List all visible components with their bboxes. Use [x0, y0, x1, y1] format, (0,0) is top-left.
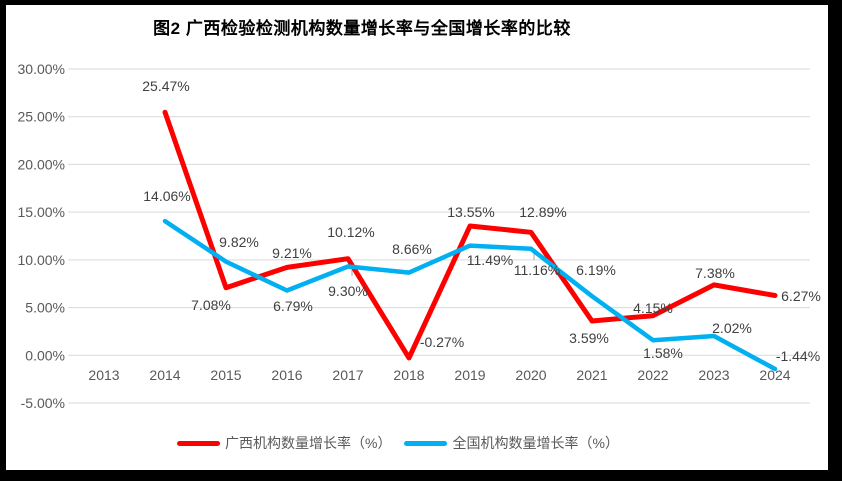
- guangxi-data-label: 7.38%: [695, 265, 735, 281]
- guangxi-series-line: [162, 109, 778, 361]
- national-data-label: 9.30%: [328, 283, 368, 299]
- x-axis-tick-label: 2022: [637, 367, 668, 383]
- y-axis-tick-label: 25.00%: [18, 109, 65, 125]
- x-axis-tick-label: 2021: [576, 367, 607, 383]
- national-data-label: 8.66%: [392, 241, 432, 257]
- guangxi-data-label: 4.15%: [633, 300, 673, 316]
- guangxi-data-label: 9.21%: [272, 245, 312, 261]
- national-data-label: 2.02%: [712, 320, 752, 336]
- national-data-label: 11.16%: [514, 262, 560, 278]
- national-data-label: 6.19%: [576, 262, 616, 278]
- legend: 广西机构数量增长率（%） 全国机构数量增长率（%）: [177, 433, 619, 453]
- guangxi-legend-label: 广西机构数量增长率（%）: [225, 435, 392, 451]
- legend-item-national: 全国机构数量增长率（%）: [404, 433, 619, 453]
- guangxi-data-label: 12.89%: [519, 204, 566, 220]
- guangxi-data-label: 10.12%: [327, 224, 374, 240]
- guangxi-legend-swatch-icon: [177, 440, 221, 446]
- national-data-label: 14.06%: [143, 188, 190, 204]
- y-axis-tick-label: 10.00%: [18, 252, 65, 268]
- x-axis-tick-label: 2013: [88, 367, 119, 383]
- guangxi-data-label: 13.55%: [447, 204, 494, 220]
- x-axis-tick-label: 2015: [210, 367, 241, 383]
- x-axis-tick-label: 2019: [454, 367, 485, 383]
- x-axis-tick-label: 2014: [149, 367, 180, 383]
- x-axis-tick-label: 2020: [515, 367, 546, 383]
- y-axis-tick-label: 15.00%: [18, 204, 65, 220]
- guangxi-data-label: 6.27%: [781, 288, 821, 304]
- guangxi-data-label: -0.27%: [420, 334, 464, 350]
- y-axis-tick-label: 5.00%: [25, 300, 65, 316]
- national-data-label: 1.58%: [643, 345, 683, 361]
- national-data-label: 6.79%: [273, 298, 313, 314]
- national-legend-swatch-icon: [404, 440, 448, 446]
- y-axis-tick-label: 20.00%: [18, 156, 65, 172]
- guangxi-data-label: 3.59%: [569, 330, 609, 346]
- y-axis-tick-label: 30.00%: [18, 61, 65, 77]
- y-axis-tick-label: 0.00%: [25, 347, 65, 363]
- x-axis-tick-label: 2016: [271, 367, 302, 383]
- plot-area: 30.00% 25.00% 20.00% 15.00% 10.00% 5.00% 0.00%…: [18, 61, 821, 411]
- national-series-line: [162, 218, 778, 372]
- y-axis-tick-label: -5.00%: [21, 395, 65, 411]
- national-legend-label: 全国机构数量增长率（%）: [452, 435, 619, 451]
- x-axis-tick-label: 2024: [759, 367, 790, 383]
- x-axis-tick-label: 2017: [332, 367, 363, 383]
- chart-canvas: 图2 广西检验检测机构数量增长率与全国增长率的比较 30.00% 25.00% 20…: [6, 5, 828, 470]
- guangxi-data-label: 25.47%: [142, 78, 189, 94]
- legend-item-guangxi: 广西机构数量增长率（%）: [177, 433, 392, 453]
- guangxi-data-label: 7.08%: [191, 297, 231, 313]
- x-axis-tick-label: 2023: [698, 367, 729, 383]
- chart-title: 图2 广西检验检测机构数量增长率与全国增长率的比较: [153, 19, 571, 38]
- national-data-label: -1.44%: [776, 348, 820, 364]
- national-data-label: 11.49%: [467, 252, 513, 268]
- x-axis-tick-label: 2018: [393, 367, 424, 383]
- national-data-label: 9.82%: [219, 234, 259, 250]
